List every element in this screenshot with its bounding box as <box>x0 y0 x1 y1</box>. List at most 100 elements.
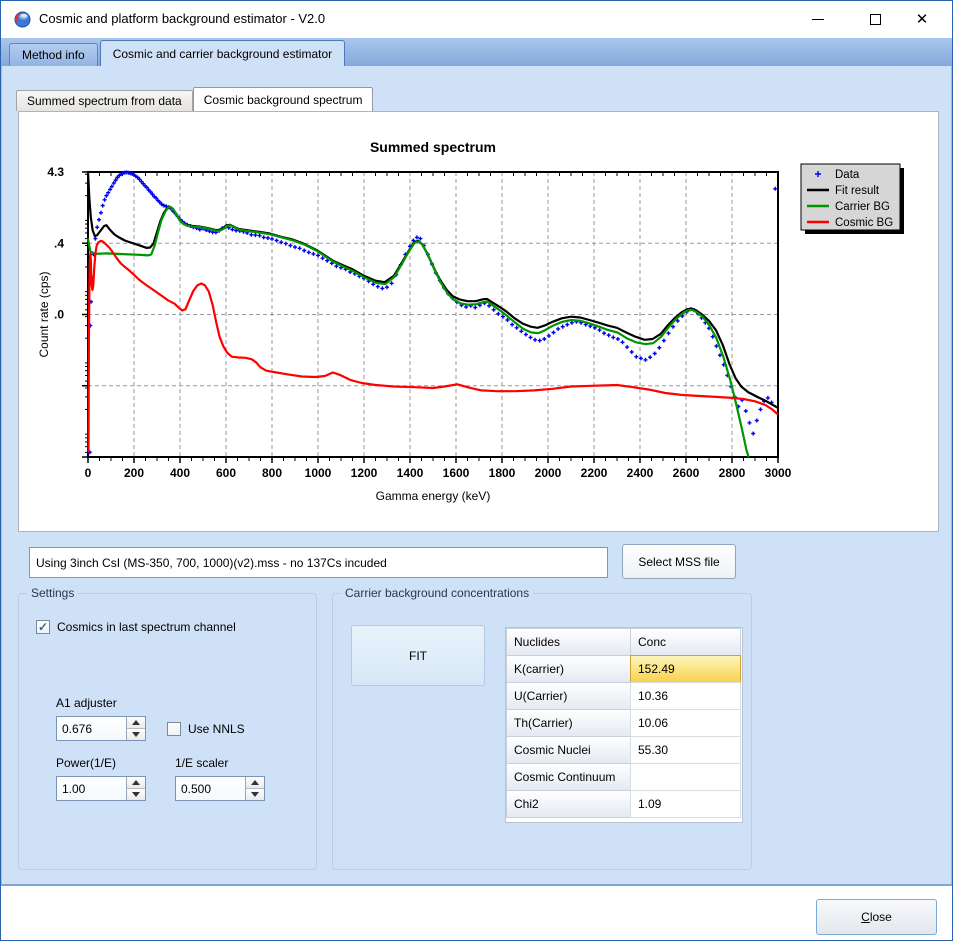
power-label: Power(1/E) <box>56 756 117 770</box>
svg-text:Summed spectrum: Summed spectrum <box>370 139 496 155</box>
minimize-button[interactable] <box>796 4 840 34</box>
a1-adjuster-up-button[interactable] <box>127 717 145 729</box>
svg-text:1000: 1000 <box>305 466 332 480</box>
table-row: U(Carrier) 10.36 <box>506 682 741 710</box>
row-label: Cosmic Nuclei <box>506 736 631 764</box>
table-row: Cosmic Continuum <box>506 763 741 791</box>
title-bar: Cosmic and platform background estimator… <box>1 1 952 38</box>
svg-text:2400: 2400 <box>627 466 654 480</box>
conc-cell[interactable]: 55.30 <box>630 736 741 764</box>
row-label: Chi2 <box>506 790 631 818</box>
row-label: Th(Carrier) <box>506 709 631 737</box>
down-arrow-icon <box>251 792 259 797</box>
up-arrow-icon <box>132 720 140 725</box>
a1-adjuster-label: A1 adjuster <box>56 696 117 710</box>
svg-text:Data: Data <box>835 169 860 181</box>
maximize-button[interactable] <box>853 4 897 34</box>
header-nuclides: Nuclides <box>506 628 631 656</box>
svg-text:Fit result: Fit result <box>835 185 880 197</box>
svg-text:400: 400 <box>170 466 190 480</box>
a1-adjuster-input[interactable] <box>57 717 126 740</box>
conc-cell[interactable]: 152.49 <box>630 655 741 683</box>
tab-method-info[interactable]: Method info <box>9 43 98 66</box>
scaler-input[interactable] <box>176 777 245 800</box>
use-nnls-row: Use NNLS <box>167 722 245 736</box>
scaler-label: 1/E scaler <box>175 756 229 770</box>
a1-adjuster-down-button[interactable] <box>127 729 145 740</box>
summed-spectrum-chart: 0 200 400 600 800 1000 1200 1400 1600 1800 2000 220… <box>37 139 904 503</box>
down-arrow-icon <box>132 732 140 737</box>
maximize-icon <box>869 13 881 25</box>
conc-cell[interactable]: 10.36 <box>630 682 741 710</box>
cosmics-last-channel-checkbox[interactable] <box>36 620 50 634</box>
scaler-spinner <box>175 776 265 801</box>
window-title: Cosmic and platform background estimator… <box>39 11 326 26</box>
conc-cell[interactable]: 10.06 <box>630 709 741 737</box>
svg-text:3000: 3000 <box>765 466 792 480</box>
svg-text:1800: 1800 <box>489 466 516 480</box>
a1-adjuster-spinner <box>56 716 146 741</box>
carrier-group-label: Carrier background concentrations <box>341 586 534 600</box>
close-icon: ✕ <box>915 10 929 28</box>
fit-button[interactable]: FIT <box>351 625 485 686</box>
svg-text:2000: 2000 <box>535 466 562 480</box>
close-button[interactable]: Close <box>816 899 937 935</box>
power-input[interactable] <box>57 777 126 800</box>
table-row: Cosmic Nuclei 55.30 <box>506 736 741 764</box>
cosmics-last-channel-label: Cosmics in last spectrum channel <box>57 620 236 634</box>
header-conc: Conc <box>630 628 741 656</box>
svg-text:2600: 2600 <box>673 466 700 480</box>
svg-text:Count rate (cps): Count rate (cps) <box>37 271 51 357</box>
svg-text:Cosmic BG: Cosmic BG <box>835 217 893 229</box>
dialog-footer: Close <box>1 885 952 940</box>
scaler-down-button[interactable] <box>246 789 264 800</box>
main-tab-strip: Method info Cosmic and carrier backgroun… <box>1 38 952 66</box>
power-up-button[interactable] <box>127 777 145 789</box>
tab-cosmic-carrier-estimator[interactable]: Cosmic and carrier background estimator <box>99 40 346 66</box>
scaler-up-button[interactable] <box>246 777 264 789</box>
chart-panel: 0 200 400 600 800 1000 1200 1400 1600 1800 2000 220… <box>18 111 939 532</box>
use-nnls-label: Use NNLS <box>188 722 245 736</box>
svg-text:200: 200 <box>124 466 144 480</box>
settings-group-label: Settings <box>27 586 79 600</box>
select-mss-file-button[interactable]: Select MSS file <box>622 544 736 579</box>
table-header-row: Nuclides Conc <box>506 628 741 656</box>
minimize-icon <box>812 18 824 20</box>
carrier-concentrations-group: Carrier background concentrations FIT Nu… <box>332 586 752 870</box>
tab-cosmic-background-spectrum[interactable]: Cosmic background spectrum <box>192 87 374 111</box>
svg-text:1200: 1200 <box>351 466 378 480</box>
globe-icon <box>14 11 31 28</box>
row-label: U(Carrier) <box>506 682 631 710</box>
table-row: K(carrier) 152.49 <box>506 655 741 683</box>
svg-text:2800: 2800 <box>719 466 746 480</box>
spectrum-tab-strip: Summed spectrum from data Cosmic backgro… <box>16 87 374 111</box>
down-arrow-icon <box>132 792 140 797</box>
use-nnls-checkbox[interactable] <box>167 722 181 736</box>
svg-text:.0: .0 <box>54 308 64 322</box>
svg-text:1400: 1400 <box>397 466 424 480</box>
svg-text:1600: 1600 <box>443 466 470 480</box>
svg-text:0: 0 <box>85 466 92 480</box>
row-label: K(carrier) <box>506 655 631 683</box>
svg-text:.4: .4 <box>54 236 64 250</box>
table-row: Th(Carrier) 10.06 <box>506 709 741 737</box>
power-down-button[interactable] <box>127 789 145 800</box>
conc-cell[interactable] <box>630 763 741 791</box>
svg-text:4.3: 4.3 <box>47 165 64 179</box>
row-label: Cosmic Continuum <box>506 763 631 791</box>
svg-text:800: 800 <box>262 466 282 480</box>
conc-cell[interactable]: 1.09 <box>630 790 741 818</box>
close-window-button[interactable]: ✕ <box>900 4 944 34</box>
svg-text:2200: 2200 <box>581 466 608 480</box>
svg-text:600: 600 <box>216 466 236 480</box>
estimator-page: Summed spectrum from data Cosmic backgro… <box>1 66 952 885</box>
cosmics-checkbox-row: Cosmics in last spectrum channel <box>36 620 236 634</box>
tab-summed-spectrum-from-data[interactable]: Summed spectrum from data <box>16 90 193 111</box>
table-row: Chi2 1.09 <box>506 790 741 818</box>
mss-file-input[interactable] <box>29 547 608 578</box>
nuclide-table: Nuclides Conc K(carrier) 152.49 U(Carrie… <box>505 627 743 823</box>
up-arrow-icon <box>132 780 140 785</box>
power-spinner <box>56 776 146 801</box>
svg-text:Gamma energy (keV): Gamma energy (keV) <box>376 489 491 503</box>
